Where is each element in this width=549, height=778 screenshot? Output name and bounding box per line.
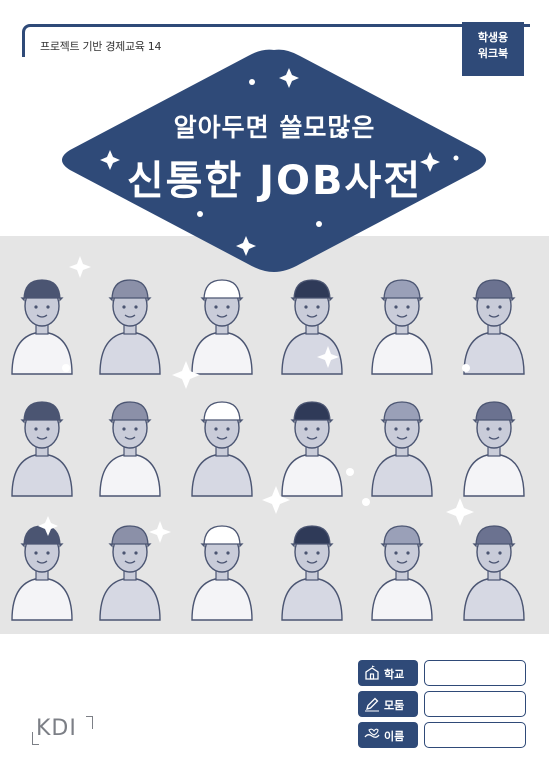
field-label-name: 이름 (358, 722, 418, 748)
figure-pilot (99, 525, 161, 621)
figure-painter (191, 401, 253, 497)
figure-doctor (463, 401, 525, 497)
group-input[interactable] (424, 691, 526, 717)
job-figures (11, 256, 525, 621)
figure-dentist (11, 401, 73, 497)
student-badge: 학생용 워크북 (462, 22, 524, 76)
series-title: 프로젝트 기반 경제교육 14 (40, 40, 162, 53)
title-diamond (62, 49, 486, 272)
field-row-group: 모둠 (358, 691, 528, 717)
figure-construction-worker (99, 401, 161, 497)
field-label-text: 이름 (384, 730, 405, 743)
figure-bartender (463, 279, 525, 375)
field-label-text: 학교 (384, 668, 405, 681)
school-icon (365, 665, 379, 680)
cover-title: 신통한 JOB사전 (126, 158, 423, 204)
handshake-icon (364, 728, 380, 738)
gray-band (0, 236, 549, 634)
field-row-school: 학교 (358, 660, 528, 686)
field-label-text: 모둠 (384, 699, 405, 712)
figure-hotel-bellhop (371, 401, 433, 497)
figure-police-officer (99, 279, 161, 375)
figure-flight-attendant (191, 279, 253, 375)
logo-text: KDI (36, 716, 77, 741)
figure-sailor (281, 525, 343, 621)
field-row-name: 이름 (358, 722, 528, 748)
figure-baseball-player (11, 279, 73, 375)
decorative-stars (38, 256, 474, 543)
figure-delivery-person (281, 401, 343, 497)
figure-singer (371, 279, 433, 375)
pencil-icon (365, 697, 379, 712)
figure-engineer (371, 525, 433, 621)
badge-line-2: 워크북 (477, 47, 509, 60)
figure-chef (11, 525, 73, 621)
top-frame (22, 24, 530, 57)
cover-subtitle: 알아두면 쓸모많은 (173, 113, 376, 142)
name-input[interactable] (424, 722, 526, 748)
figure-waitress (463, 525, 525, 621)
field-label-school: 학교 (358, 660, 418, 686)
school-input[interactable] (424, 660, 526, 686)
figure-call-center-agent (191, 525, 253, 621)
badge-line-1: 학생용 (477, 31, 509, 44)
field-label-group: 모둠 (358, 691, 418, 717)
